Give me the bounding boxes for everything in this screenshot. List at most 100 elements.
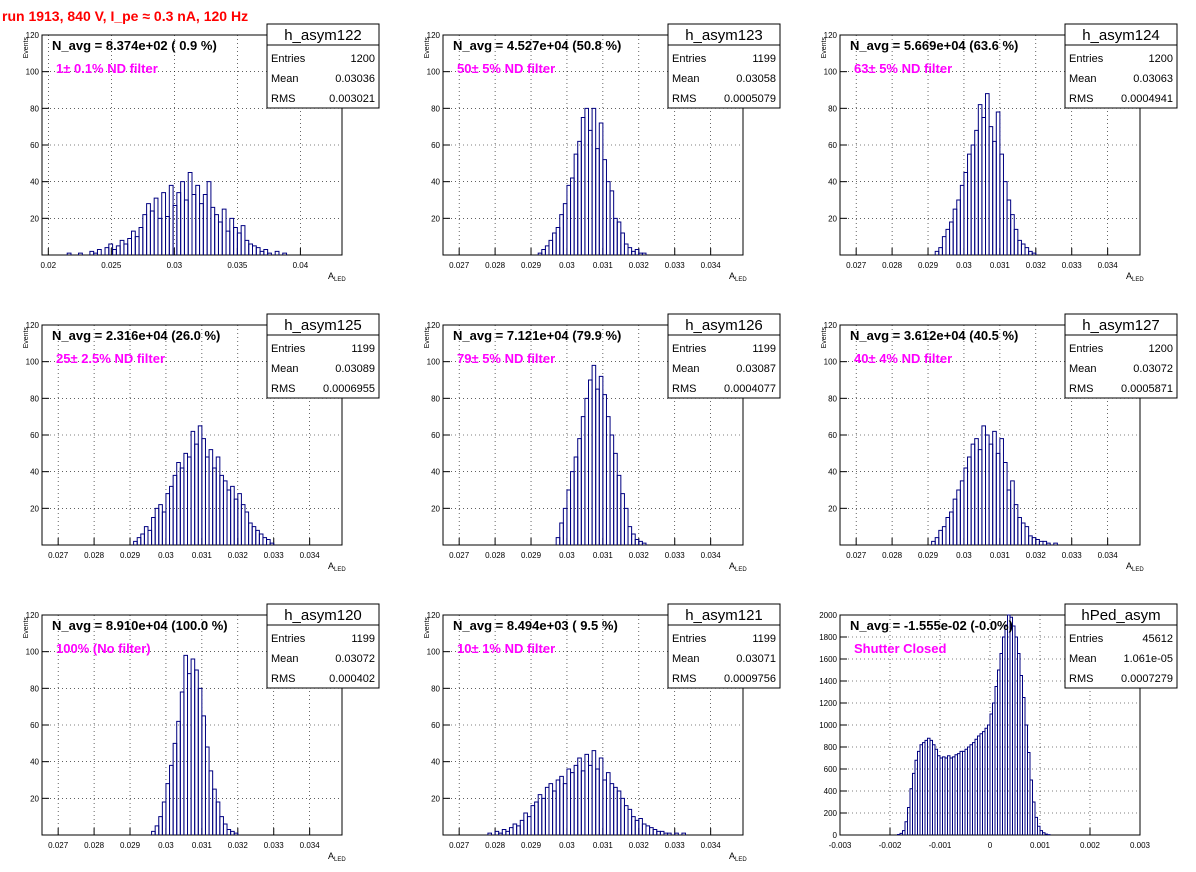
histogram-bin: [226, 489, 232, 545]
histogram-panel-h_asym124: 0.027 0.028 0.029 0.03 0.031 0.032 0.033 0.034 2…: [821, 23, 1178, 283]
histogram-bin: [233, 498, 239, 545]
x-axis-label: ALED: [1126, 271, 1144, 283]
histogram-bin: [1028, 535, 1033, 545]
stat-value: 1199: [351, 633, 375, 645]
histogram-bin: [248, 243, 253, 255]
stats-box: [266, 603, 380, 689]
histogram-bin: [1013, 504, 1019, 545]
stats-box: [1064, 313, 1178, 399]
histogram-bin: [1017, 517, 1022, 545]
histogram-bin: [225, 230, 231, 255]
x-tick-label: 0.003: [1130, 841, 1151, 850]
histogram-bin: [119, 239, 125, 255]
y-tick-label: 40: [828, 178, 837, 187]
histogram-bin: [219, 816, 224, 835]
y-tick-label: 80: [828, 394, 837, 403]
y-tick-label: 60: [431, 431, 440, 440]
navg-label: N_avg = 8.374e+02 ( 0.9 %): [52, 38, 217, 53]
histogram-bin: [620, 797, 625, 835]
stat-value: 1199: [752, 53, 776, 65]
histogram-bin: [616, 790, 622, 835]
stat-label: Entries: [271, 53, 306, 65]
x-axis-label: ALED: [328, 271, 346, 283]
histogram-bin: [267, 252, 272, 255]
histogram-bin: [1017, 239, 1022, 255]
y-tick-label: 60: [30, 141, 39, 150]
histogram-bin: [945, 517, 951, 545]
x-tick-label: 0.032: [629, 261, 650, 270]
histogram-bin: [638, 818, 643, 835]
filter-label: 63± 5% ND filter: [854, 61, 952, 76]
filter-label: 40± 4% ND filter: [854, 351, 952, 366]
x-tick-label: 0.03: [158, 551, 174, 560]
histogram-bin: [967, 456, 972, 545]
histogram-bin: [230, 830, 235, 835]
histogram-bin: [161, 192, 167, 255]
stat-label: Mean: [1069, 363, 1097, 375]
stat-value: 0.0006955: [323, 383, 375, 395]
histogram-bin: [566, 768, 572, 835]
y-tick-label: 80: [30, 394, 39, 403]
histogram-bin: [620, 232, 625, 255]
y-tick-label: 1200: [819, 699, 837, 708]
histogram-bin: [552, 790, 557, 835]
histogram-bin: [151, 830, 156, 835]
x-tick-label: 0.031: [990, 261, 1011, 270]
histogram-bin: [613, 786, 618, 835]
histogram-bin: [187, 673, 192, 835]
histogram-bin: [609, 190, 615, 255]
histogram-bin: [1020, 522, 1026, 545]
stat-value: 0.03089: [335, 363, 375, 375]
y-tick-label: 40: [30, 758, 39, 767]
x-tick-label: 0.032: [1026, 261, 1047, 270]
histogram-bin: [229, 217, 235, 255]
histogram-bin: [573, 764, 579, 835]
histogram-bin: [934, 537, 940, 545]
stat-label: Entries: [271, 633, 306, 645]
x-tick-label: 0.033: [665, 261, 686, 270]
stat-label: Entries: [271, 343, 306, 355]
histogram-bin: [208, 770, 214, 835]
histogram-bin: [133, 540, 138, 545]
stat-label: Mean: [672, 363, 700, 375]
stat-value: 0.03071: [736, 653, 776, 665]
x-tick-label: 0.034: [701, 261, 722, 270]
x-tick-label: 0.031: [192, 551, 213, 560]
y-tick-label: 80: [431, 394, 440, 403]
histogram-bin: [609, 783, 615, 835]
histogram-bin: [212, 788, 217, 835]
histogram-bin: [544, 245, 550, 255]
histogram-bin: [959, 184, 965, 255]
stat-value: 1199: [752, 633, 776, 645]
histogram-bin: [952, 208, 958, 255]
y-tick-label: 120: [427, 321, 441, 330]
histogram-bin: [187, 172, 193, 255]
stat-value: 0.0004077: [724, 383, 776, 395]
y-tick-label: 80: [30, 684, 39, 693]
histogram-bin: [634, 819, 640, 835]
x-tick-label: 0.033: [264, 551, 285, 560]
histogram-panel-h_asym126: 0.027 0.028 0.029 0.03 0.031 0.032 0.033 0.034 2…: [424, 313, 781, 573]
histogram-bin: [584, 753, 590, 835]
y-tick-label: 100: [26, 68, 40, 77]
histogram-bin: [1010, 480, 1015, 545]
stat-value: 1199: [752, 343, 776, 355]
stat-value: 0.0005871: [1121, 383, 1173, 395]
histogram-bin: [598, 757, 604, 835]
histogram-bin: [938, 247, 943, 255]
x-tick-label: 0.027: [846, 261, 867, 270]
x-tick-label: 0.027: [449, 261, 470, 270]
histogram-bin: [938, 529, 943, 545]
histogram-bin: [219, 474, 224, 545]
histogram-bin: [949, 511, 954, 545]
histogram-bin: [183, 199, 189, 255]
histogram-name: h_asym124: [1082, 27, 1160, 44]
x-tick-label: 0.03: [559, 841, 575, 850]
histogram-bin: [168, 184, 174, 255]
histogram-bin: [104, 247, 110, 255]
histogram-bin: [158, 816, 163, 835]
histogram-bin: [176, 720, 181, 835]
histogram-bin: [963, 467, 969, 545]
histogram-bin: [161, 511, 167, 545]
